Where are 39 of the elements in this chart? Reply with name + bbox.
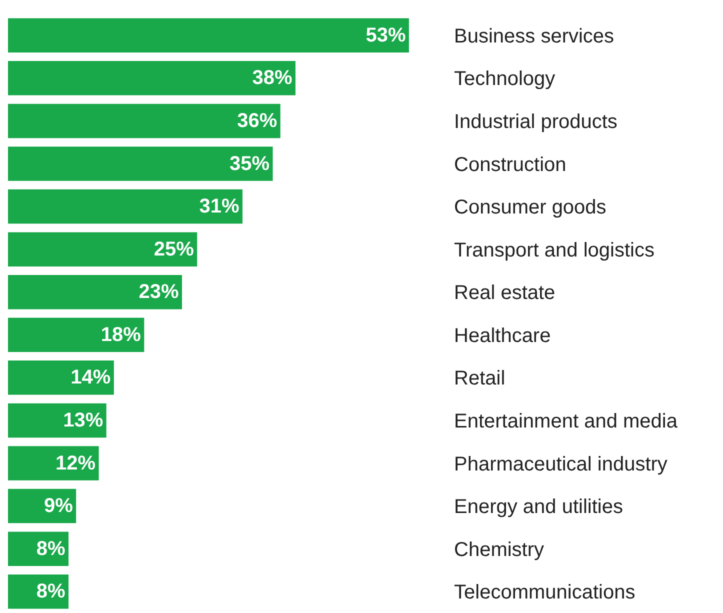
data-label: 14% (70, 366, 111, 389)
bar (8, 360, 114, 395)
bar (8, 446, 99, 480)
data-label: 25% (154, 238, 194, 260)
y-tick-label: Telecommunications (454, 582, 636, 604)
bar (8, 146, 273, 181)
data-label: 13% (63, 409, 104, 432)
y-tick-label: Technology (454, 68, 556, 90)
y-tick-label: Construction (454, 154, 566, 176)
y-tick-label: Pharmaceutical industry (454, 453, 668, 476)
bar (8, 274, 182, 310)
y-tick-label: Business services (454, 25, 614, 48)
data-label: 31% (199, 196, 240, 218)
bar (8, 18, 409, 53)
bar (8, 403, 106, 438)
bar (8, 232, 198, 266)
data-label: 9% (44, 495, 74, 518)
y-tick-label: Consumer goods (454, 196, 606, 219)
data-label: 53% (366, 24, 406, 46)
data-label: 12% (56, 452, 96, 474)
data-label: 35% (230, 152, 270, 175)
y-tick-label: Energy and utilities (454, 496, 623, 518)
y-tick-label: Real estate (454, 282, 556, 304)
bar (8, 61, 296, 96)
bar (8, 189, 243, 224)
y-tick-label: Healthcare (454, 324, 551, 347)
y-tick-label: Transport and logistics (454, 239, 654, 262)
data-label: 8% (36, 580, 66, 603)
y-tick-label: Retail (454, 368, 506, 390)
data-label: 18% (100, 324, 142, 346)
data-label: 23% (138, 281, 179, 304)
bar (8, 104, 280, 138)
y-tick-label: Chemistry (454, 538, 544, 561)
data-label: 38% (252, 67, 292, 90)
y-tick-label: Entertainment and media (454, 410, 678, 432)
y-tick-label: Industrial products (454, 110, 618, 133)
data-label: 8% (36, 538, 66, 560)
bar (8, 318, 144, 352)
data-label: 36% (237, 110, 278, 132)
